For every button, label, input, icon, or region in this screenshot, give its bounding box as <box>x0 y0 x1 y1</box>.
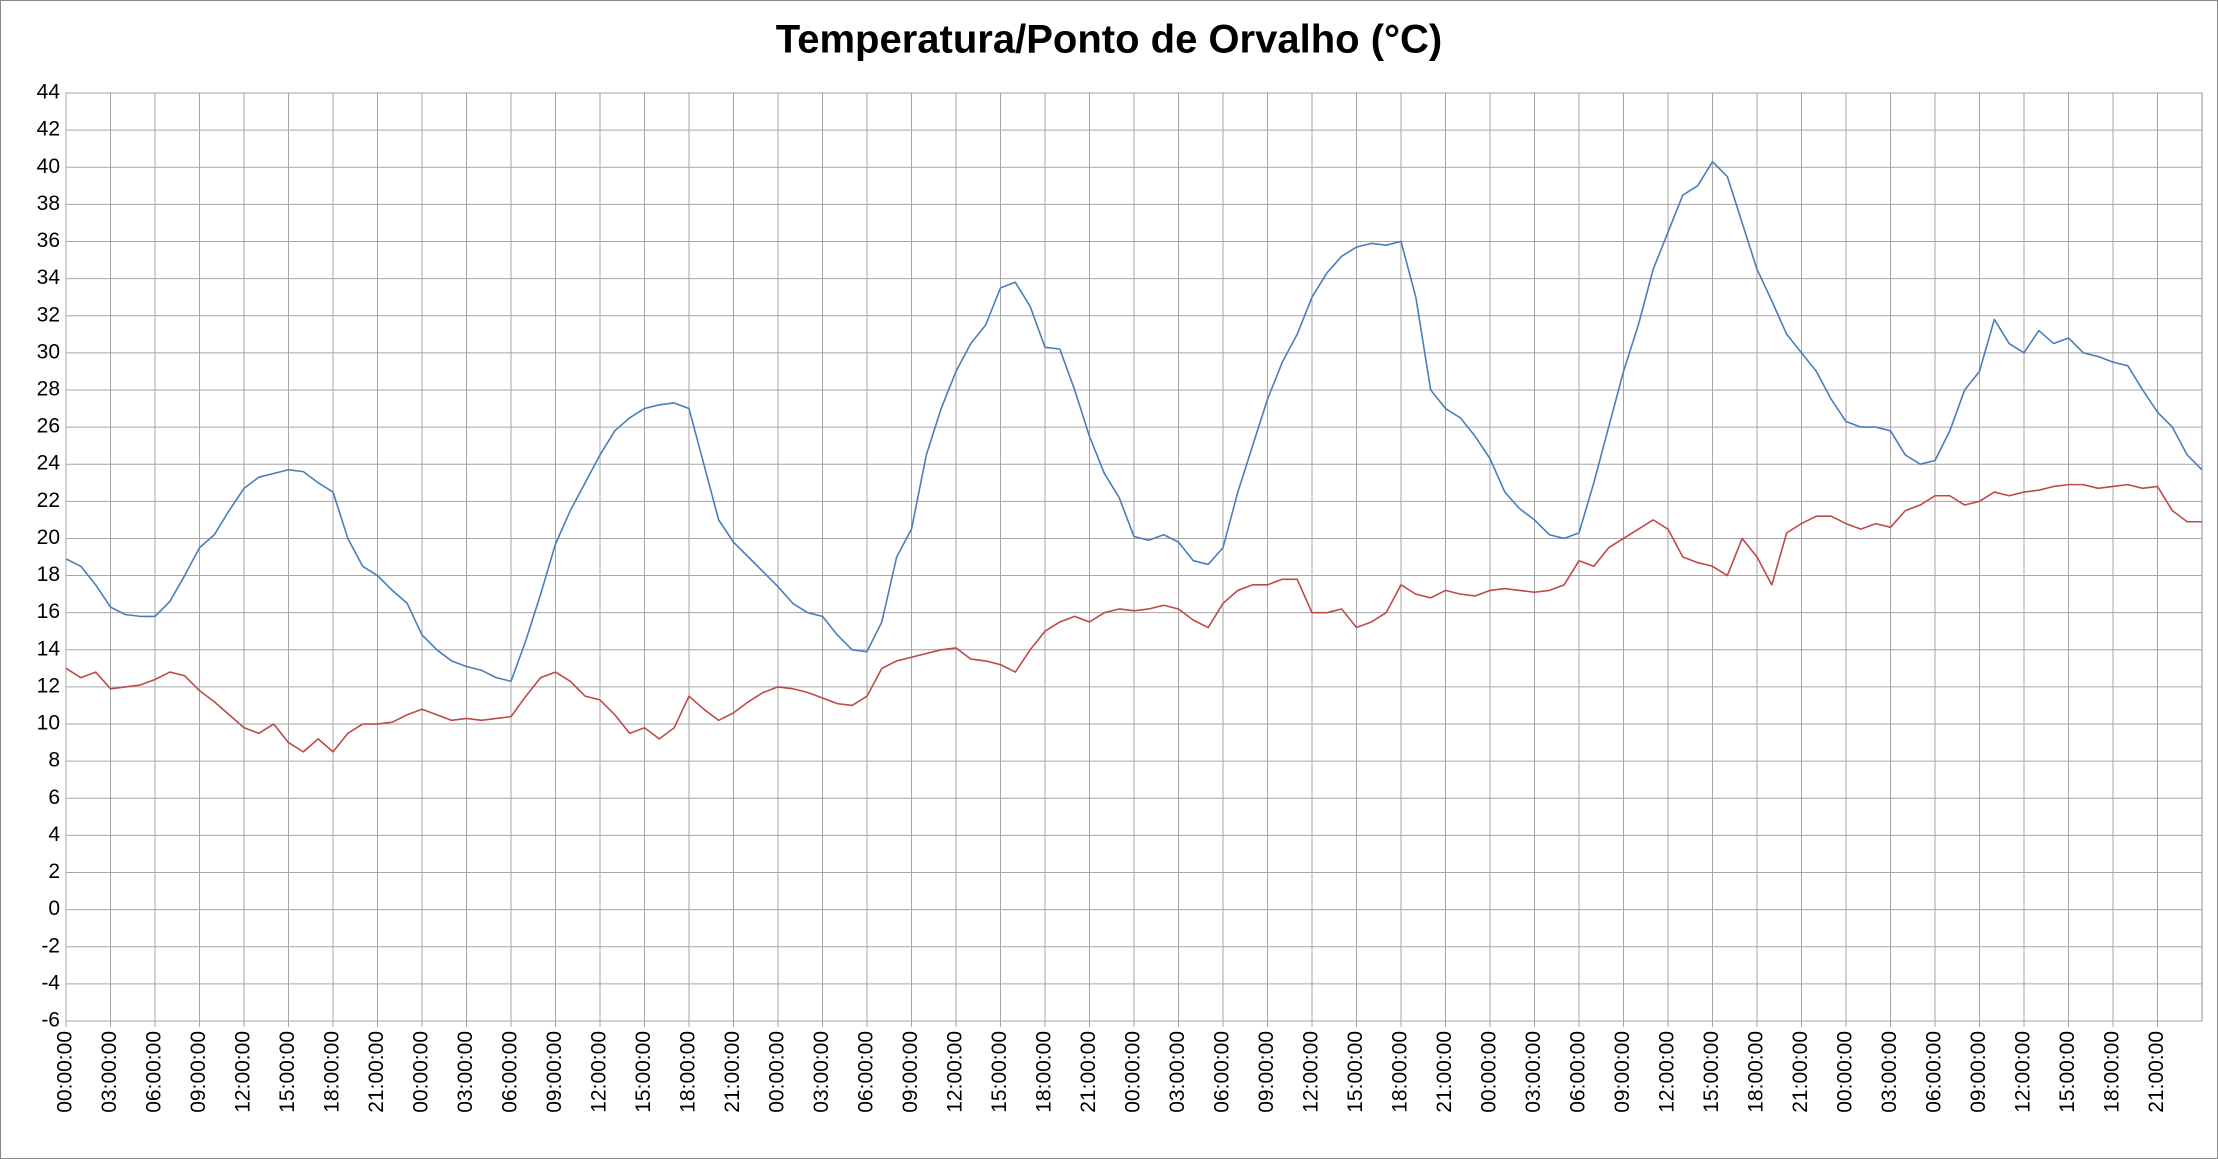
x-tick-label: 12:00:00 <box>2012 1031 2035 1113</box>
x-tick-label: 15:00:00 <box>276 1031 299 1113</box>
y-tick-label: 40 <box>37 155 60 178</box>
x-tick-label: 00:00:00 <box>1834 1031 1857 1113</box>
x-tick-label: 18:00:00 <box>677 1031 700 1113</box>
x-tick-label: 06:00:00 <box>499 1031 522 1113</box>
y-tick-label: 8 <box>48 749 60 772</box>
x-tick-label: 03:00:00 <box>1522 1031 1545 1113</box>
x-tick-label: 03:00:00 <box>98 1031 121 1113</box>
x-tick-label: 09:00:00 <box>543 1031 566 1113</box>
y-tick-label: 10 <box>37 712 60 735</box>
x-tick-label: 21:00:00 <box>365 1031 388 1113</box>
x-tick-label: 06:00:00 <box>1211 1031 1234 1113</box>
y-tick-label: 26 <box>37 415 60 438</box>
x-tick-label: 00:00:00 <box>54 1031 77 1113</box>
x-tick-label: 21:00:00 <box>721 1031 744 1113</box>
chart-title: Temperatura/Ponto de Orvalho (°C) <box>776 18 1442 62</box>
x-tick-label: 09:00:00 <box>1255 1031 1278 1113</box>
x-tick-label: 12:00:00 <box>588 1031 611 1113</box>
y-tick-label: 14 <box>37 637 61 660</box>
y-tick-label: 0 <box>48 897 60 920</box>
y-tick-label: 34 <box>37 266 61 289</box>
y-tick-label: 32 <box>37 303 60 326</box>
y-tick-label: 4 <box>48 823 60 846</box>
x-tick-label: 00:00:00 <box>410 1031 433 1113</box>
x-tick-label: 18:00:00 <box>321 1031 344 1113</box>
y-tick-label: 36 <box>37 229 60 252</box>
series-line <box>65 483 2202 753</box>
y-tick-label: 6 <box>48 786 60 809</box>
y-tick-label: 30 <box>37 340 60 363</box>
x-tick-label: 18:00:00 <box>1033 1031 1056 1113</box>
x-tick-label: 15:00:00 <box>988 1031 1011 1113</box>
y-tick-label: 2 <box>48 860 60 883</box>
x-tick-label: 12:00:00 <box>944 1031 967 1113</box>
y-tick-label: 38 <box>37 192 60 215</box>
x-tick-label: 03:00:00 <box>454 1031 477 1113</box>
y-tick-label: 20 <box>37 526 60 549</box>
y-tick-label: -4 <box>41 971 60 994</box>
x-tick-label: 00:00:00 <box>1122 1031 1145 1113</box>
x-tick-label: 03:00:00 <box>810 1031 833 1113</box>
x-tick-label: 18:00:00 <box>1745 1031 1768 1113</box>
x-tick-label: 03:00:00 <box>1166 1031 1189 1113</box>
x-tick-label: 09:00:00 <box>899 1031 922 1113</box>
x-tick-label: 00:00:00 <box>1478 1031 1501 1113</box>
x-tick-label: 15:00:00 <box>2056 1031 2079 1113</box>
x-tick-label: 06:00:00 <box>1567 1031 1590 1113</box>
x-tick-label: 09:00:00 <box>1611 1031 1634 1113</box>
x-tick-label: 18:00:00 <box>1389 1031 1412 1113</box>
x-tick-label: 18:00:00 <box>2101 1031 2124 1113</box>
y-tick-label: 22 <box>37 489 60 512</box>
x-tick-label: 06:00:00 <box>1923 1031 1946 1113</box>
x-tick-label: 00:00:00 <box>766 1031 789 1113</box>
x-tick-label: 21:00:00 <box>1433 1031 1456 1113</box>
x-tick-label: 15:00:00 <box>1344 1031 1367 1113</box>
x-tick-label: 15:00:00 <box>632 1031 655 1113</box>
y-tick-label: 28 <box>37 378 60 401</box>
x-tick-label: 09:00:00 <box>1967 1031 1990 1113</box>
x-tick-label: 21:00:00 <box>1077 1031 1100 1113</box>
x-tick-label: 03:00:00 <box>1878 1031 1901 1113</box>
x-tick-label: 12:00:00 <box>1656 1031 1679 1113</box>
x-tick-label: 21:00:00 <box>1789 1031 1812 1113</box>
series-line <box>65 160 2203 683</box>
x-tick-label: 12:00:00 <box>232 1031 255 1113</box>
y-tick-label: 12 <box>37 674 60 697</box>
y-tick-label: -6 <box>41 1009 60 1032</box>
y-tick-label: 44 <box>37 81 61 104</box>
y-tick-label: 16 <box>37 600 60 623</box>
x-tick-label: 21:00:00 <box>2145 1031 2168 1113</box>
x-tick-label: 15:00:00 <box>1700 1031 1723 1113</box>
x-tick-label: 06:00:00 <box>855 1031 878 1113</box>
y-tick-label: 18 <box>37 563 60 586</box>
y-tick-label: -2 <box>41 934 60 957</box>
x-tick-label: 06:00:00 <box>143 1031 166 1113</box>
x-tick-label: 12:00:00 <box>1300 1031 1323 1113</box>
x-tick-label: 09:00:00 <box>187 1031 210 1113</box>
y-tick-label: 42 <box>37 118 60 141</box>
y-tick-label: 24 <box>37 452 61 475</box>
